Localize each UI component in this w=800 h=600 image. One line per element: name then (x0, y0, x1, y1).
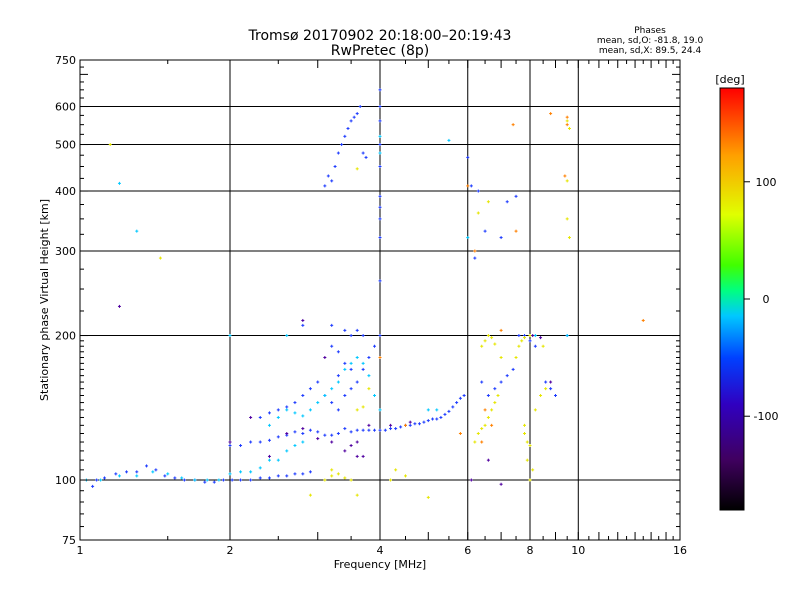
chart-subtitle: RwPretec (8p) (331, 43, 429, 59)
colorbar-tick-label--100: -100 (754, 410, 779, 423)
x-tick-label-10: 10 (571, 544, 585, 557)
x-axis-label: Frequency [MHz] (334, 558, 426, 571)
y-tick-label-750: 750 (55, 54, 76, 67)
colorbar-tick-label-100: 100 (756, 176, 777, 189)
y-tick-label-300: 300 (55, 245, 76, 258)
x-tick-label-2: 2 (227, 544, 234, 557)
chart-title: Tromsø 20170902 20:18:00–20:19:43 (248, 28, 512, 44)
y-tick-label-100: 100 (55, 474, 76, 487)
legend-title: Phases (634, 26, 666, 36)
colorbar-label: [deg] (715, 73, 744, 86)
axis-ticks (79, 59, 681, 541)
y-tick-label-75: 75 (62, 534, 76, 547)
y-tick-label-600: 600 (55, 101, 76, 114)
legend-line-x: mean, sd,X: 89.5, 24.4 (599, 46, 702, 56)
grid-lines (80, 60, 680, 540)
data-points (84, 88, 645, 499)
x-tick-label-4: 4 (377, 544, 384, 557)
axis-tick-labels: 1 2 4 6 8 10 16 75 100 200 300 400 500 600 750 (55, 54, 687, 557)
colorbar-ticks: -100 0 100 (744, 176, 778, 423)
y-tick-label-200: 200 (55, 330, 76, 343)
x-tick-label-8: 8 (527, 544, 534, 557)
x-tick-label-6: 6 (464, 544, 471, 557)
y-tick-label-500: 500 (55, 139, 76, 152)
colorbar-tick-label-0: 0 (763, 293, 770, 306)
y-axis-label: Stationary phase Virtual Height [km] (38, 199, 51, 401)
legend-line-o: mean, sd,O: -81.8, 19.0 (597, 36, 704, 46)
x-tick-label-16: 16 (673, 544, 687, 557)
y-tick-label-400: 400 (55, 185, 76, 198)
x-tick-label-1: 1 (77, 544, 84, 557)
colorbar (719, 87, 745, 511)
